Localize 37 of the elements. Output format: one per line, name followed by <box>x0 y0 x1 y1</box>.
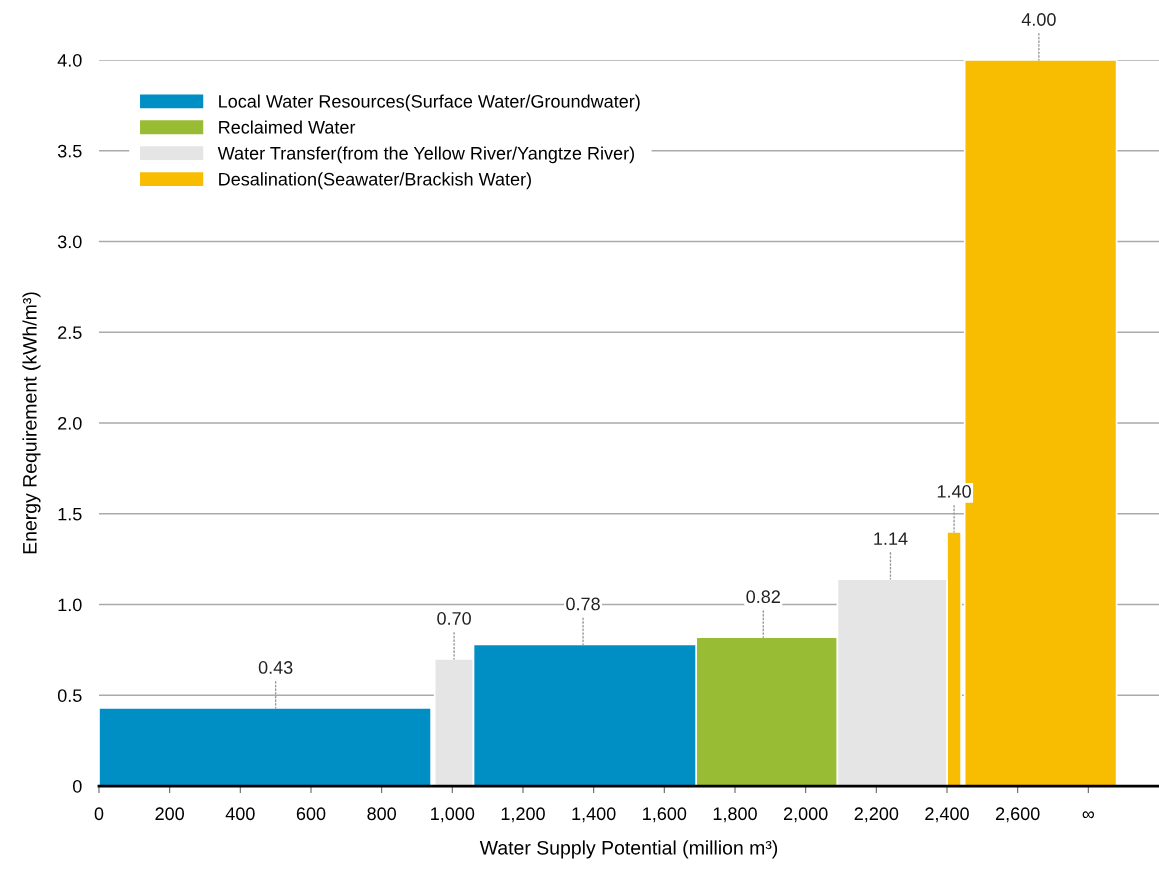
x-tick-label: 1,400 <box>572 807 616 823</box>
x-tick-label: 200 <box>155 807 184 821</box>
x-tick-label: 1,000 <box>431 807 475 823</box>
x-tick-label: 2,000 <box>783 807 828 823</box>
x-tick-label: 1,600 <box>643 807 687 823</box>
y-tick-label: 4.0 <box>57 53 82 67</box>
y-tick-label: 0 <box>72 779 82 793</box>
x-tick-label: 2,400 <box>925 807 969 823</box>
x-tick-label: ∞ <box>1082 811 1094 819</box>
legend-label: Water Transfer(from the Yellow River/Yangtze River) <box>217 146 635 164</box>
y-axis-title: Energy Requirement (kWh/m³) <box>22 292 41 554</box>
y-tick-label: 1.0 <box>58 598 82 612</box>
x-tick-label: 400 <box>225 807 255 821</box>
annotation: 1.14 <box>874 532 908 545</box>
annotation: 0.78 <box>566 597 600 611</box>
y-tick-label: 3.5 <box>57 144 82 158</box>
y-tick-label: 0.5 <box>57 689 82 702</box>
x-tick-label: 600 <box>296 807 326 821</box>
x-tick-label: 1,200 <box>501 807 545 823</box>
legend-label: Desalination(Seawater/Brackish Water) <box>219 172 531 190</box>
annotation: 4.00 <box>1021 13 1056 26</box>
legend-label: Reclaimed Water <box>219 120 356 134</box>
x-tick-label: 1,800 <box>713 807 757 823</box>
x-axis-title: Water Supply Potential (million m³) <box>479 840 778 859</box>
annotation: 1.40 <box>937 485 971 498</box>
x-tick-label: 0 <box>94 807 104 821</box>
x-tick-label: 2,600 <box>995 807 1040 823</box>
annotation: 0.70 <box>437 612 471 625</box>
y-tick-label: 1.5 <box>58 507 82 521</box>
annotation: 0.82 <box>746 590 780 604</box>
y-tick-label: 2.5 <box>58 326 82 339</box>
annotation: 0.43 <box>258 661 293 674</box>
y-tick-label: 3.0 <box>57 235 82 249</box>
legend-label: Local Water Resources(Surface Water/Groundwater) <box>219 94 640 112</box>
x-tick-label: 800 <box>367 807 397 821</box>
y-tick-label: 2.0 <box>58 416 82 430</box>
x-tick-label: 2,200 <box>854 807 899 823</box>
